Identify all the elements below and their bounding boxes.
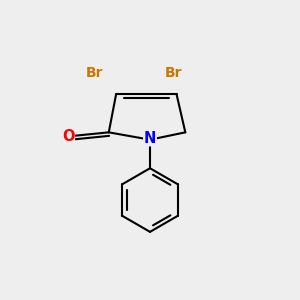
Text: O: O [62,129,74,144]
Text: Br: Br [85,66,103,80]
Text: N: N [144,131,156,146]
Text: N: N [144,131,156,146]
Text: O: O [62,129,74,144]
Text: Br: Br [165,66,182,80]
